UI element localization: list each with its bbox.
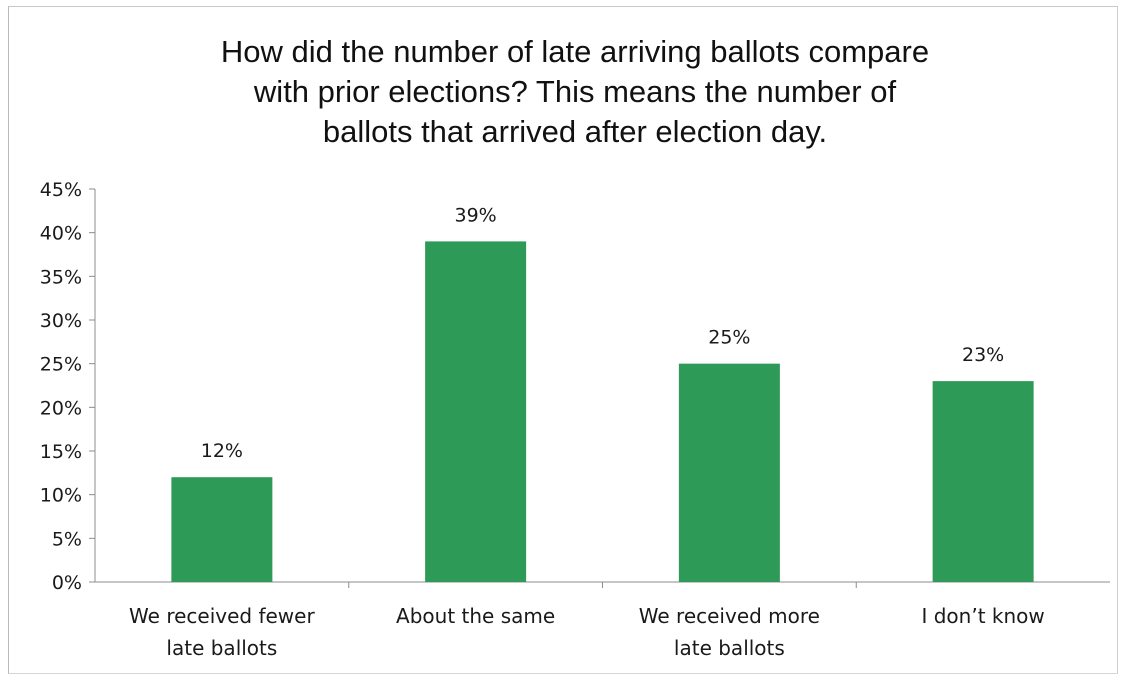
bar [171,477,273,582]
category-label-line: late ballots [674,636,785,660]
data-label: 23% [962,344,1004,366]
bar [678,363,780,582]
y-tick-label: 20% [40,397,82,419]
category-label: I don’t know [921,604,1044,628]
category-label-line: About the same [396,604,555,628]
y-tick-label: 5% [52,528,82,550]
bar [425,241,527,582]
y-tick-label: 30% [40,310,82,332]
category-label-line: We received more [639,604,820,628]
y-tick-label: 40% [40,223,82,245]
data-label: 39% [455,204,497,226]
category-label: We received more late ballots [639,604,820,660]
category-label: We received fewer late ballots [129,604,315,660]
category-label-line: late ballots [166,636,277,660]
data-label: 25% [708,327,750,349]
chart-title: How did the number of late arriving ball… [60,32,1090,152]
category-label-line: I don’t know [921,604,1044,628]
chart-title-line-2: with prior elections? This means the num… [253,74,897,109]
y-tick-label: 25% [40,354,82,376]
y-tick-label: 0% [52,572,82,594]
bar [932,381,1034,582]
chart-title-line-1: How did the number of late arriving ball… [220,34,930,69]
category-label: About the same [396,604,555,628]
y-tick-label: 15% [40,441,82,463]
chart-title-line-3: ballots that arrived after election day. [322,114,828,149]
data-label: 12% [201,440,243,462]
y-tick-label: 35% [40,266,82,288]
y-tick-label: 45% [40,179,82,201]
y-tick-label: 10% [40,485,82,507]
category-label-line: We received fewer [129,604,315,628]
